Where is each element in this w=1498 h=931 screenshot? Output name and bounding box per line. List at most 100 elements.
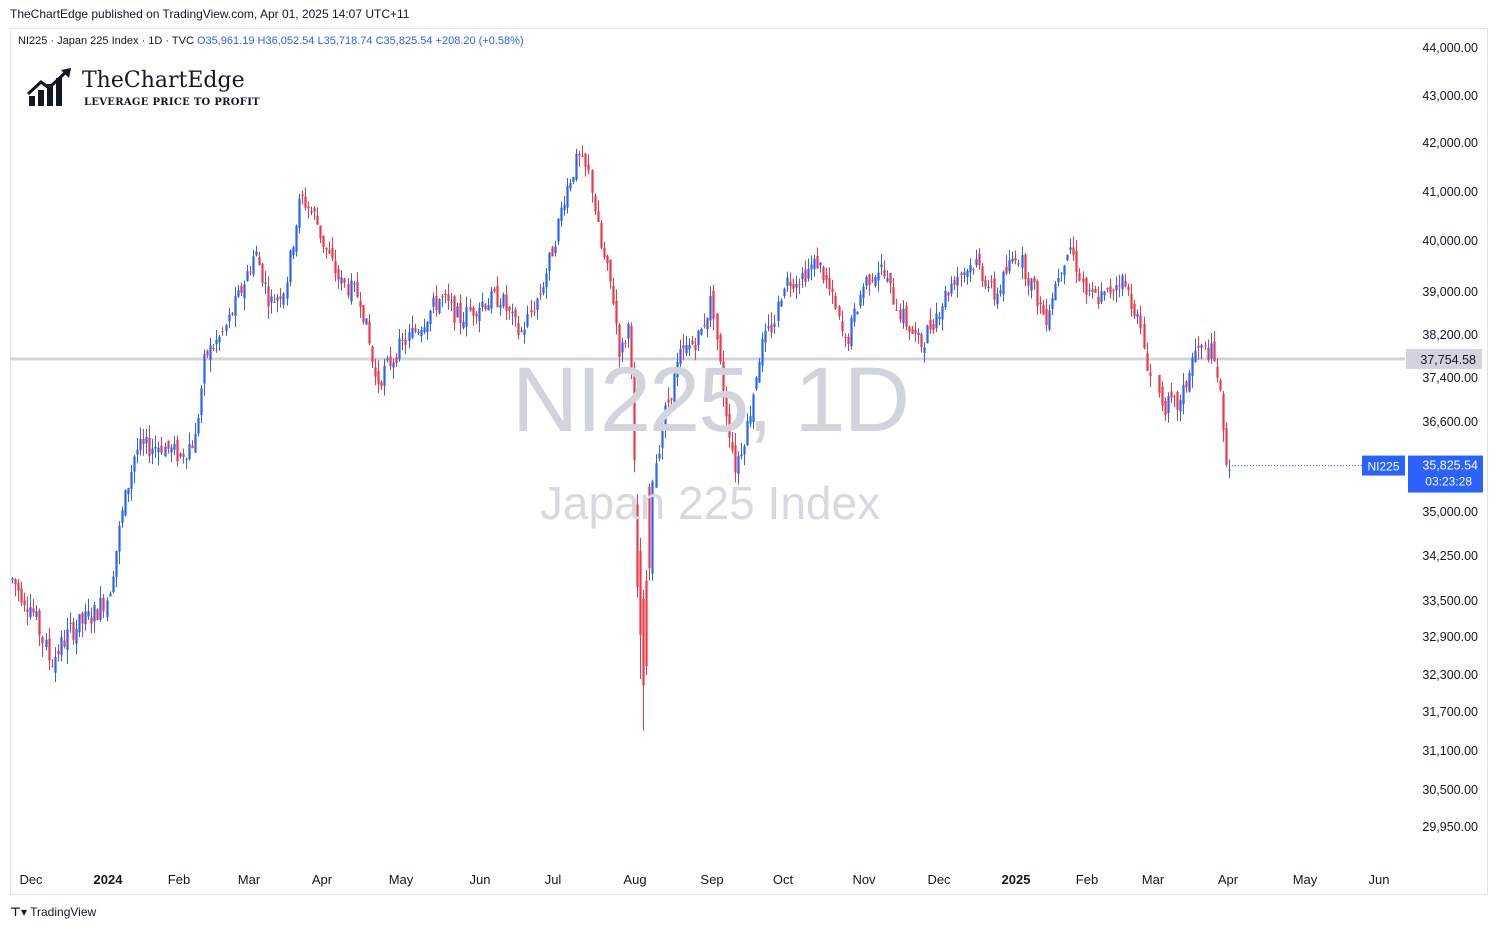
candle-body: [1094, 289, 1097, 293]
published-header: TheChartEdge published on TradingView.co…: [10, 7, 410, 21]
candle-body: [740, 454, 743, 457]
candle-body: [1191, 357, 1194, 376]
candle-body: [1048, 310, 1051, 330]
candle-body: [472, 307, 475, 316]
y-tick-label: 32,900.00: [1422, 630, 1478, 644]
chart-frame[interactable]: [10, 28, 1488, 895]
candle-body: [456, 306, 459, 318]
candle-body: [1057, 277, 1060, 283]
candle-body: [1014, 257, 1017, 261]
candle-body: [752, 394, 755, 422]
candle-body: [624, 342, 627, 344]
candle-body: [1118, 285, 1121, 287]
candle-body: [435, 296, 438, 311]
candle-body: [584, 153, 587, 167]
candle-body: [822, 266, 825, 281]
candle-body: [1060, 272, 1063, 274]
candle-body: [444, 293, 447, 296]
candle-body: [87, 611, 90, 617]
y-tick-label: 29,950.00: [1422, 820, 1478, 834]
legend-open: O35,961.19: [196, 35, 255, 47]
candle-body: [282, 293, 285, 305]
candle-body: [72, 622, 75, 640]
candle-body: [731, 442, 734, 451]
candle-body: [359, 301, 362, 308]
candle-body: [621, 342, 624, 353]
tradingview-brand[interactable]: ⊤▾ TradingView: [10, 905, 96, 919]
candle-body: [1161, 386, 1164, 406]
candle-body: [475, 313, 478, 317]
y-tick-label: 37,400.00: [1422, 371, 1478, 385]
candle-body: [438, 299, 441, 314]
candle-body: [243, 284, 246, 299]
candle-body: [1228, 469, 1231, 471]
candle-body: [1222, 393, 1225, 431]
candle-body: [276, 297, 279, 301]
candle-body: [697, 330, 700, 346]
candle-body: [914, 329, 917, 334]
candle-body: [594, 195, 597, 212]
candle-body: [1017, 263, 1020, 265]
legend-symbol: NI225 · Japan 225 Index · 1D · TVC: [18, 35, 194, 47]
candle-body: [667, 399, 670, 403]
candle-body: [179, 453, 182, 457]
candle-body: [234, 296, 237, 316]
candle-body: [240, 285, 243, 294]
candle-body: [365, 318, 368, 325]
candle-body: [606, 255, 609, 264]
candle-body: [1139, 315, 1142, 329]
candle-body: [1030, 279, 1033, 291]
candle-body: [1204, 345, 1207, 347]
candle-body: [185, 458, 188, 460]
candle-body: [209, 345, 212, 360]
candle-body: [170, 447, 173, 453]
candle-body: [1100, 291, 1103, 303]
candle-body: [191, 445, 194, 449]
candle-body: [886, 278, 889, 282]
candle-body: [630, 325, 633, 369]
candle-body: [673, 373, 676, 403]
candle-body: [523, 329, 526, 335]
candle-body: [356, 282, 359, 297]
level-price-label: 37,754.58: [1420, 353, 1476, 367]
candle-body: [746, 420, 749, 446]
candle-body: [783, 288, 786, 297]
candle-body: [920, 333, 923, 348]
candle-body: [1133, 304, 1136, 317]
candle-body: [770, 324, 773, 333]
candle-body: [325, 247, 328, 250]
candle-body: [526, 314, 529, 327]
candle-body: [1194, 350, 1197, 363]
candle-body: [331, 248, 334, 259]
candle-body: [581, 155, 584, 157]
candle-body: [709, 295, 712, 321]
candle-body: [115, 550, 118, 577]
candle-body: [319, 225, 322, 239]
candle-body: [725, 396, 728, 417]
candle-body: [694, 345, 697, 351]
candle-body: [722, 361, 725, 398]
candle-body: [93, 605, 96, 622]
candle-body: [984, 280, 987, 287]
candle-body: [505, 294, 508, 311]
y-tick-label: 39,000.00: [1422, 285, 1478, 299]
candle-body: [1109, 286, 1112, 294]
y-tick-label: 38,200.00: [1422, 328, 1478, 342]
candle-body: [11, 578, 14, 580]
candle-body: [252, 256, 255, 275]
candle-body: [655, 463, 658, 488]
candle-body: [279, 296, 282, 299]
candle-body: [432, 297, 435, 307]
candle-body: [1213, 341, 1216, 362]
candle-body: [749, 416, 752, 424]
candle-body: [844, 336, 847, 338]
candle-body: [856, 311, 859, 315]
candle-body: [1143, 323, 1146, 349]
candle-body: [514, 309, 517, 318]
candle-body: [139, 438, 142, 451]
candle-body: [789, 281, 792, 286]
candle-body: [960, 273, 963, 276]
symbol-legend[interactable]: NI225 · Japan 225 Index · 1D · TVC O35,9…: [18, 35, 524, 47]
candle-body: [20, 588, 23, 603]
